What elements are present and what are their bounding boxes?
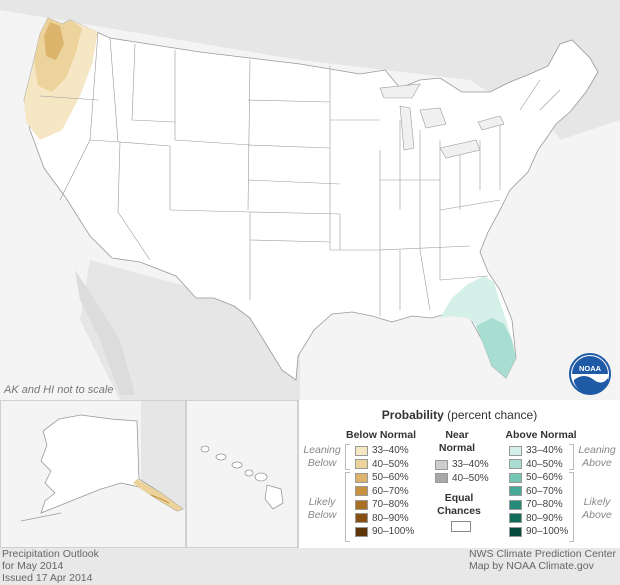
outlook-title: Precipitation Outlook — [2, 548, 99, 560]
above-normal-label: 80–90% — [526, 512, 563, 524]
above-normal-label: 40–50% — [526, 458, 563, 470]
footer-right: NWS Climate Prediction Center Map by NOA… — [469, 548, 616, 572]
near-normal-swatch — [435, 473, 448, 483]
above-normal-row: 90–100% — [509, 525, 568, 538]
conus-map — [0, 0, 620, 400]
above-normal-swatch — [509, 526, 522, 537]
conus-outline — [23, 17, 599, 381]
canada-land-ak — [141, 401, 185, 510]
likely-above-label: Likely Above — [582, 496, 612, 521]
equal-chances-swatch — [451, 521, 471, 532]
leaning-below-label: Leaning Below — [303, 444, 341, 469]
legend-title-rest: (percent chance) — [447, 408, 538, 422]
below-normal-swatch — [355, 513, 368, 523]
hawaii-inset — [186, 400, 298, 548]
below-normal-row: 40–50% — [355, 458, 409, 471]
above-normal-row: 70–80% — [509, 498, 563, 511]
above-normal-label: 60–70% — [526, 485, 563, 497]
below-normal-swatch — [355, 486, 368, 496]
equal-chances-heading: Equal Chances — [437, 492, 481, 517]
above-normal-label: 33–40% — [526, 445, 563, 456]
below-normal-label: 80–90% — [372, 512, 409, 524]
noaa-logo: NOAA — [569, 353, 611, 395]
state-boundaries — [39, 31, 561, 316]
leaning-above-bracket — [569, 444, 574, 470]
below-normal-label: 90–100% — [372, 526, 415, 537]
above-normal-row: 40–50% — [509, 458, 563, 471]
below-normal-swatch — [355, 445, 368, 456]
noaa-logo-text: NOAA — [579, 364, 602, 373]
below-normal-swatch — [355, 526, 368, 537]
above-normal-label: 70–80% — [526, 499, 563, 510]
leaning-below-bracket — [345, 444, 350, 470]
likely-above-bracket — [569, 472, 574, 542]
below-normal-row: 70–80% — [355, 498, 409, 511]
below-normal-heading: Below Normal — [345, 429, 416, 441]
credit-cpc: NWS Climate Prediction Center — [468, 548, 616, 560]
footer-left: Precipitation Outlook for May 2014 Issue… — [2, 548, 99, 584]
above-normal-label: 90–100% — [526, 526, 569, 537]
canada-land — [0, 0, 620, 140]
scale-note: AK and HI not to scale — [4, 384, 114, 396]
near-normal-heading: Near Normal — [438, 429, 476, 454]
below-normal-label: 60–70% — [372, 485, 409, 497]
alaska-inset — [0, 400, 186, 548]
below-normal-swatch — [355, 472, 368, 483]
below-normal-swatch — [355, 499, 368, 510]
hawaii-islands — [200, 445, 284, 510]
mexico-land — [80, 260, 300, 400]
below-normal-row: 33–40% — [355, 444, 409, 457]
near-normal-swatch — [435, 459, 448, 470]
below-normal-swatch — [355, 459, 368, 469]
legend-title-bold: Probability — [381, 408, 444, 422]
aleutian-islands — [20, 512, 62, 522]
issued-date: Issued 17 Apr 2014 — [2, 572, 93, 584]
above-normal-heading: Above Normal — [505, 429, 577, 441]
above-normal-swatch — [509, 499, 522, 510]
above-normal-row: 33–40% — [509, 444, 563, 457]
great-lakes — [379, 83, 505, 159]
near-normal-label: 40–50% — [452, 472, 489, 484]
above-normal-row: 60–70% — [509, 485, 563, 498]
likely-below-label: Likely Below — [307, 496, 337, 521]
above-normal-swatch — [509, 472, 522, 483]
above-normal-label: 50–60% — [526, 472, 563, 483]
legend-title: Probability (percent chance) — [299, 408, 620, 422]
credit-climate-gov: Map by NOAA Climate.gov — [468, 560, 594, 572]
above-normal-swatch — [509, 513, 522, 523]
above-normal-swatch — [509, 459, 522, 469]
above-normal-40-50-area — [476, 318, 516, 378]
near-normal-row: 33–40% — [435, 458, 489, 471]
alaska-below-normal-area — [133, 479, 183, 511]
outlook-period: for May 2014 — [2, 560, 64, 572]
likely-below-bracket — [345, 472, 350, 542]
legend-panel: Probability (percent chance) Below Norma… — [298, 400, 620, 548]
below-normal-row: 50–60% — [355, 471, 409, 484]
near-normal-label: 33–40% — [452, 459, 489, 470]
above-normal-row: 50–60% — [509, 471, 563, 484]
above-normal-swatch — [509, 445, 522, 456]
above-normal-row: 80–90% — [509, 512, 563, 525]
leaning-above-label: Leaning Above — [578, 444, 616, 469]
above-normal-swatch — [509, 486, 522, 496]
below-normal-row: 80–90% — [355, 512, 409, 525]
alaska-map — [1, 401, 185, 547]
below-normal-label: 70–80% — [372, 499, 409, 510]
below-normal-label: 40–50% — [372, 458, 409, 470]
below-normal-row: 60–70% — [355, 485, 409, 498]
baja-california — [75, 270, 135, 395]
below-normal-50-60-area — [44, 22, 64, 60]
alaska-below-normal-detail — [150, 494, 170, 504]
below-normal-row: 90–100% — [355, 525, 414, 538]
below-normal-label: 33–40% — [372, 445, 409, 456]
below-normal-label: 50–60% — [372, 472, 409, 483]
hawaii-map — [187, 401, 297, 547]
near-normal-row: 40–50% — [435, 472, 489, 485]
